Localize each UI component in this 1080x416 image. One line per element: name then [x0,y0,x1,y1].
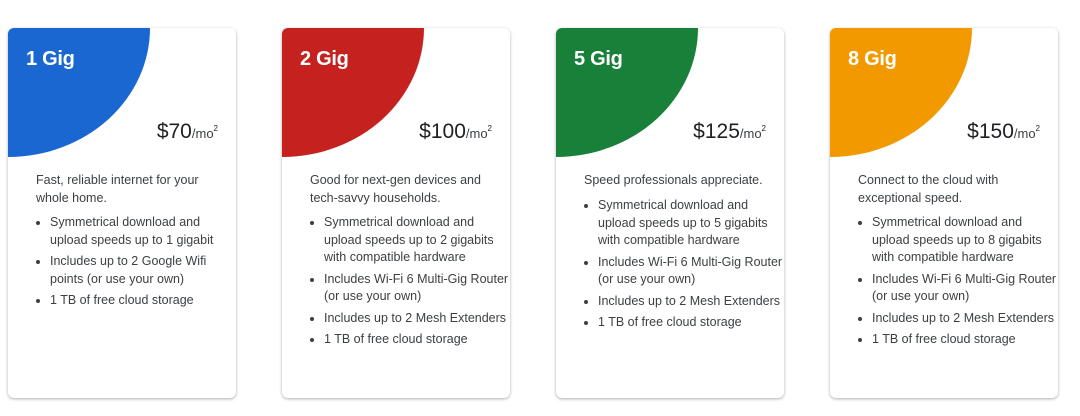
feature-item: Symmetrical download and upload speeds u… [50,214,235,249]
price-unit: /mo [739,126,762,141]
feature-list: Symmetrical download and upload speeds u… [570,197,783,336]
plan-price: $100/mo2 [419,120,492,144]
feature-list: Symmetrical download and upload speeds u… [844,214,1057,353]
feature-item: Includes up to 2 Mesh Extenders [872,310,1057,328]
price-unit: /mo [1013,126,1036,141]
plan-price: $125/mo2 [693,120,766,144]
feature-item: 1 TB of free cloud storage [872,331,1057,349]
plan-card[interactable]: 2 Gig $100/mo2 Good for next-gen devices… [282,28,510,398]
plan-description: Fast, reliable internet for your whole h… [36,173,199,205]
feature-item: 1 TB of free cloud storage [50,292,235,310]
plan-card[interactable]: 5 Gig $125/mo2 Speed professionals appre… [556,28,784,398]
feature-list: Symmetrical download and upload speeds u… [22,214,235,314]
price-unit: /mo [191,126,214,141]
feature-item: Includes up to 2 Mesh Extenders [598,293,783,311]
footnote-marker[interactable]: 2 [1035,124,1040,133]
footnote-marker[interactable]: 2 [761,124,766,133]
feature-item: Includes up to 2 Google Wifi points (or … [50,253,235,288]
plan-description: Speed professionals appreciate. [584,173,763,187]
feature-item: Includes up to 2 Mesh Extenders [324,310,509,328]
feature-item: 1 TB of free cloud storage [324,331,509,349]
feature-item: Includes Wi-Fi 6 Multi-Gig Router (or us… [872,271,1057,306]
plan-card[interactable]: 1 Gig $70/mo2 Fast, reliable internet fo… [8,28,236,398]
price-amount: $125 [693,120,740,143]
plan-name: 8 Gig [848,48,897,70]
price-amount: $150 [967,120,1014,143]
feature-list: Symmetrical download and upload speeds u… [296,214,509,353]
feature-item: Includes Wi-Fi 6 Multi-Gig Router (or us… [324,271,509,306]
footnote-marker[interactable]: 2 [487,124,492,133]
feature-item: 1 TB of free cloud storage [598,314,783,332]
price-amount: $100 [419,120,466,143]
feature-item: Symmetrical download and upload speeds u… [324,214,509,267]
plan-price: $70/mo2 [157,120,218,144]
feature-item: Includes Wi-Fi 6 Multi-Gig Router (or us… [598,254,783,289]
price-amount: $70 [156,120,192,143]
plan-name: 5 Gig [574,48,623,70]
feature-item: Symmetrical download and upload speeds u… [598,197,783,250]
plan-description: Connect to the cloud with exceptional sp… [858,173,999,205]
plan-name: 2 Gig [300,48,349,70]
plan-description: Good for next-gen devices and tech-savvy… [310,173,481,205]
price-unit: /mo [465,126,488,141]
footnote-marker[interactable]: 2 [213,124,218,133]
plan-name: 1 Gig [26,48,75,70]
plan-price: $150/mo2 [967,120,1040,144]
feature-item: Symmetrical download and upload speeds u… [872,214,1057,267]
plan-card[interactable]: 8 Gig $150/mo2 Connect to the cloud with… [830,28,1058,398]
